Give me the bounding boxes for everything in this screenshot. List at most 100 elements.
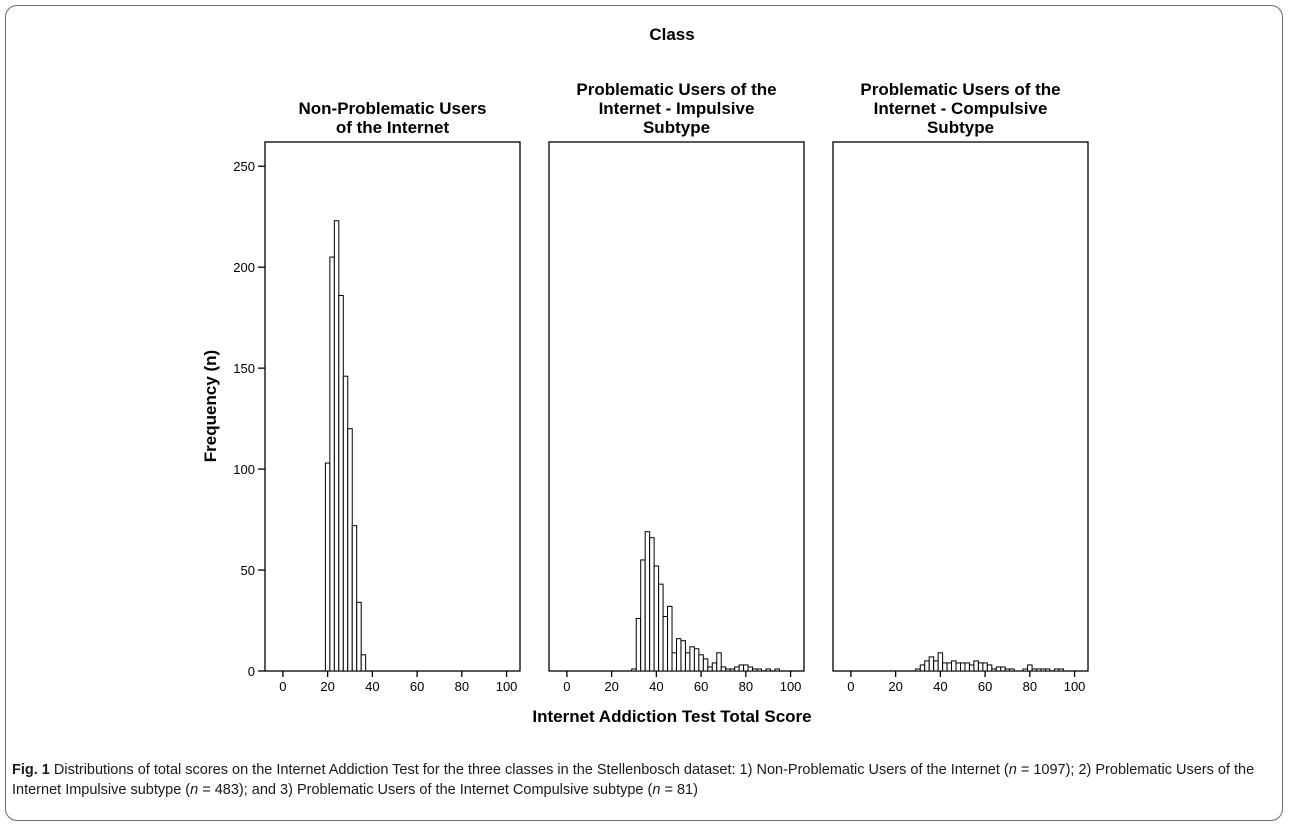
histogram-bar [720, 666, 727, 672]
caption-text-4: = 81) [660, 782, 698, 798]
histogram-bar [342, 375, 349, 672]
histogram-bar [977, 662, 984, 672]
x-tick-label: 20 [320, 679, 334, 694]
histogram-bar [671, 652, 677, 672]
histogram-bar [942, 662, 948, 672]
histogram-bar [743, 664, 749, 672]
histogram-bar [1045, 668, 1051, 672]
histogram-bar [937, 652, 944, 672]
caption-label: Fig. 1 [12, 762, 50, 778]
histogram-bar [1000, 666, 1006, 672]
y-tick-label: 50 [241, 563, 255, 578]
x-tick-label: 80 [1023, 679, 1037, 694]
histogram-bar [951, 660, 957, 672]
histogram-bar [765, 668, 771, 672]
histogram-bar [1022, 668, 1029, 672]
histogram-bar [667, 605, 673, 672]
histogram-bar [1027, 664, 1033, 672]
x-tick-label: 100 [1064, 679, 1086, 694]
histogram-bar [1058, 668, 1064, 672]
histogram-bar [933, 660, 939, 672]
histogram-bar [982, 662, 988, 672]
y-tick-label: 200 [233, 260, 255, 275]
histogram-bar [324, 462, 331, 672]
histogram-bar [658, 583, 664, 672]
caption-text-3: = 483); and 3) Problematic Users of the … [198, 782, 653, 798]
caption-text-1: Distributions of total scores on the Int… [49, 762, 1009, 778]
histogram-bar [333, 220, 340, 672]
histogram-bar [662, 615, 669, 672]
histogram-bar [698, 654, 704, 672]
histogram-bar [1053, 668, 1060, 672]
histogram-bar [689, 646, 695, 672]
histogram-bar [964, 662, 970, 672]
facet-header: Class [649, 25, 694, 44]
histogram-bar [968, 664, 975, 672]
x-tick-label: 0 [563, 679, 570, 694]
histogram-bar [756, 668, 762, 672]
caption-text-2: = 1097); 2) Problematic Users of the Int… [12, 762, 1255, 798]
histogram-bar [774, 668, 780, 672]
histogram-bar [347, 428, 353, 672]
histogram-bar [915, 668, 921, 672]
x-tick-label: 0 [279, 679, 286, 694]
panel-title-line: Problematic Users of the [860, 80, 1060, 99]
y-tick-label: 250 [233, 159, 255, 174]
histogram-bar [747, 666, 754, 672]
panel-title-line: Internet - Impulsive [599, 99, 755, 118]
y-tick-label: 0 [248, 664, 255, 679]
histogram-bar [356, 601, 362, 672]
caption-n-2: n [190, 782, 199, 798]
y-tick-label: 150 [233, 361, 255, 376]
histogram-bar [752, 668, 758, 672]
histogram-bar [680, 640, 686, 672]
x-tick-label: 60 [978, 679, 992, 694]
histogram-bar [1036, 668, 1042, 672]
x-tick-label: 40 [933, 679, 947, 694]
histogram-bar [649, 537, 655, 672]
histogram-bar [693, 648, 700, 672]
x-tick-label: 40 [365, 679, 379, 694]
histogram-bar [338, 294, 344, 672]
x-tick-label: 80 [739, 679, 753, 694]
histogram-bar [955, 662, 961, 672]
y-tick-label: 100 [233, 462, 255, 477]
panel-frame [832, 141, 1089, 672]
histogram-bar [329, 256, 335, 672]
panel-frame [264, 141, 521, 672]
panel-title-line: Internet - Compulsive [874, 99, 1048, 118]
figure-caption: Fig. 1 Distributions of total scores on … [12, 760, 1274, 800]
histogram-bar [676, 638, 682, 672]
histogram-bar [986, 664, 993, 672]
histogram-bar [991, 668, 997, 672]
histogram-bar [707, 666, 713, 672]
x-axis-label: Internet Addiction Test Total Score [532, 707, 811, 726]
histogram-bar [725, 668, 731, 672]
caption-n-1: n [1008, 762, 1017, 778]
x-tick-label: 40 [649, 679, 663, 694]
histogram-bar [928, 656, 935, 672]
histogram-bar [1009, 668, 1015, 672]
x-tick-label: 20 [604, 679, 618, 694]
panel-title-line: of the Internet [336, 118, 450, 137]
histogram-bar [924, 660, 930, 672]
histogram-bar [960, 662, 966, 672]
histogram-bar [653, 565, 660, 672]
histogram-bar [351, 525, 358, 672]
panel-title-line: Non-Problematic Users [299, 99, 487, 118]
x-tick-label: 100 [496, 679, 518, 694]
x-tick-label: 60 [694, 679, 708, 694]
x-tick-label: 0 [847, 679, 854, 694]
histogram-bar [360, 654, 367, 672]
histogram-bar [729, 668, 736, 672]
x-tick-label: 60 [410, 679, 424, 694]
x-tick-label: 80 [455, 679, 469, 694]
histogram-bar [644, 531, 651, 672]
panel-title-line: Subtype [927, 118, 994, 137]
histogram-bar [995, 666, 1002, 672]
histogram-bar [702, 658, 709, 672]
histogram-bar [734, 666, 740, 672]
x-tick-label: 20 [888, 679, 902, 694]
histogram-bar [716, 652, 722, 672]
